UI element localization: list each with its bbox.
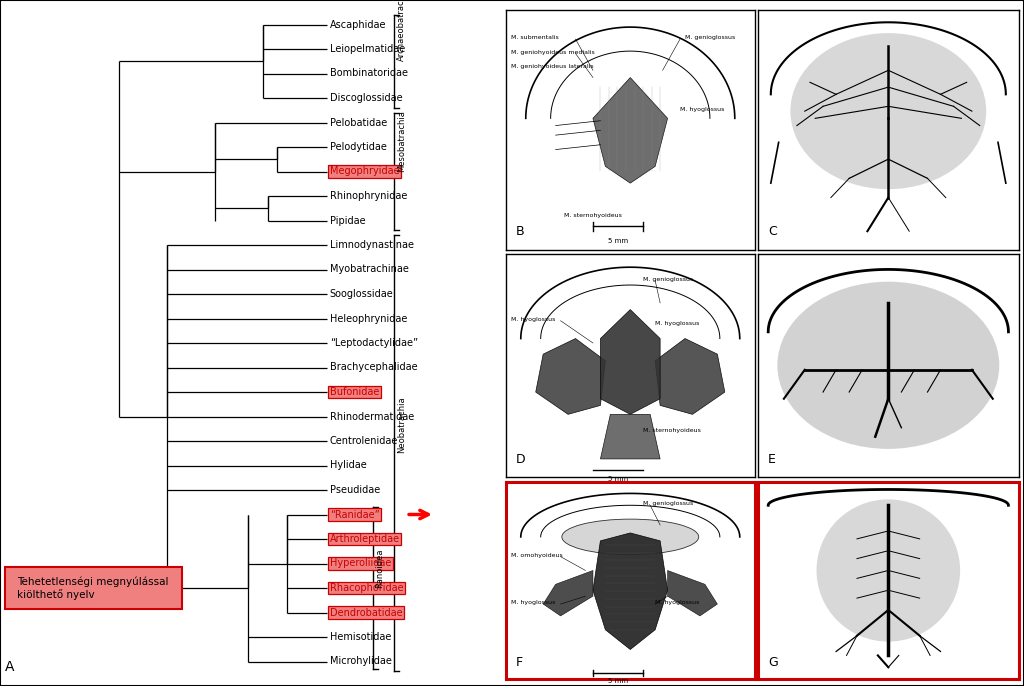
Ellipse shape bbox=[816, 499, 961, 641]
Text: M. geniohyoideus medialis: M. geniohyoideus medialis bbox=[511, 49, 595, 54]
Text: M. hyoglossus: M. hyoglossus bbox=[511, 317, 555, 322]
Text: Pseudidae: Pseudidae bbox=[330, 485, 380, 495]
Polygon shape bbox=[593, 533, 668, 650]
Polygon shape bbox=[655, 339, 725, 414]
Polygon shape bbox=[668, 571, 718, 616]
Text: M. submentalis: M. submentalis bbox=[511, 35, 558, 40]
Text: Mesobatrachia: Mesobatrachia bbox=[397, 110, 406, 172]
Text: B: B bbox=[516, 226, 524, 239]
Text: E: E bbox=[768, 453, 776, 466]
Text: 5 mm: 5 mm bbox=[608, 239, 628, 244]
Text: 5 mm: 5 mm bbox=[608, 475, 628, 482]
Text: Rhinophrynidae: Rhinophrynidae bbox=[330, 191, 408, 201]
Text: Centrolenidae: Centrolenidae bbox=[330, 436, 398, 446]
Text: Ascaphidae: Ascaphidae bbox=[330, 19, 386, 29]
Text: M. genioglossus: M. genioglossus bbox=[643, 501, 693, 506]
Text: G: G bbox=[768, 657, 778, 670]
Text: Tehetetlenségi megnyúlással
kiölthető nyelv: Tehetetlenségi megnyúlással kiölthető ny… bbox=[17, 576, 169, 600]
Text: Rhinodermatidae: Rhinodermatidae bbox=[330, 412, 414, 421]
Text: M. geniohyoideus lateralis: M. geniohyoideus lateralis bbox=[511, 64, 594, 69]
Text: “Leptodactylidae”: “Leptodactylidae” bbox=[330, 338, 418, 348]
Text: F: F bbox=[516, 657, 523, 670]
Ellipse shape bbox=[562, 519, 698, 555]
Text: M. genioglossus: M. genioglossus bbox=[685, 35, 735, 40]
Text: Myobatrachinae: Myobatrachinae bbox=[330, 265, 409, 274]
FancyBboxPatch shape bbox=[5, 567, 181, 609]
Text: Pelobatidae: Pelobatidae bbox=[330, 117, 387, 128]
Polygon shape bbox=[600, 309, 660, 414]
Text: Rhacophoridae: Rhacophoridae bbox=[330, 583, 403, 593]
Text: Hemisotidae: Hemisotidae bbox=[330, 632, 391, 642]
Text: M. sternohyoideus: M. sternohyoideus bbox=[643, 428, 700, 433]
Text: Hyperoliidae: Hyperoliidae bbox=[330, 558, 391, 569]
Text: Bufonidae: Bufonidae bbox=[330, 387, 379, 397]
Polygon shape bbox=[543, 571, 593, 616]
Text: Discoglossidae: Discoglossidae bbox=[330, 93, 402, 103]
Text: 5 mm: 5 mm bbox=[608, 678, 628, 684]
Text: Dendrobatidae: Dendrobatidae bbox=[330, 608, 402, 617]
Text: Limnodynastinae: Limnodynastinae bbox=[330, 240, 414, 250]
Text: Leiopelmatidae: Leiopelmatidae bbox=[330, 44, 404, 54]
Text: M. omohyoideus: M. omohyoideus bbox=[511, 553, 562, 558]
Text: Arthroleptidae: Arthroleptidae bbox=[330, 534, 399, 544]
Polygon shape bbox=[536, 339, 605, 414]
Text: D: D bbox=[516, 453, 525, 466]
Text: Pelodytidae: Pelodytidae bbox=[330, 142, 387, 152]
Text: M. hyoglossus: M. hyoglossus bbox=[655, 600, 699, 605]
Text: Microhylidae: Microhylidae bbox=[330, 657, 391, 667]
Text: C: C bbox=[768, 226, 777, 239]
Text: M. hyoglossus: M. hyoglossus bbox=[511, 600, 555, 605]
Text: M. hyoglossus: M. hyoglossus bbox=[655, 321, 699, 326]
Polygon shape bbox=[593, 78, 668, 183]
Text: Neobatrachia: Neobatrachia bbox=[397, 397, 406, 453]
Text: M. hyoglossus: M. hyoglossus bbox=[680, 107, 724, 112]
Text: Archaeobatrachia: Archaeobatrachia bbox=[397, 0, 406, 61]
Text: Ranoidea: Ranoidea bbox=[376, 549, 384, 588]
Text: M. genioglossus: M. genioglossus bbox=[643, 276, 693, 281]
Text: “Ranidae”: “Ranidae” bbox=[330, 510, 380, 519]
Text: Brachycephalidae: Brachycephalidae bbox=[330, 362, 418, 372]
Text: Megophryidae: Megophryidae bbox=[330, 167, 399, 176]
Polygon shape bbox=[600, 414, 660, 459]
Text: Hylidae: Hylidae bbox=[330, 460, 367, 471]
Text: Bombinatoridae: Bombinatoridae bbox=[330, 69, 408, 78]
Text: Pipidae: Pipidae bbox=[330, 215, 366, 226]
Text: A: A bbox=[5, 660, 14, 674]
Text: Sooglossidae: Sooglossidae bbox=[330, 289, 393, 299]
Text: Heleophrynidae: Heleophrynidae bbox=[330, 314, 408, 324]
Ellipse shape bbox=[791, 33, 986, 189]
Text: M. sternohyoideus: M. sternohyoideus bbox=[564, 213, 622, 217]
Ellipse shape bbox=[777, 282, 999, 449]
